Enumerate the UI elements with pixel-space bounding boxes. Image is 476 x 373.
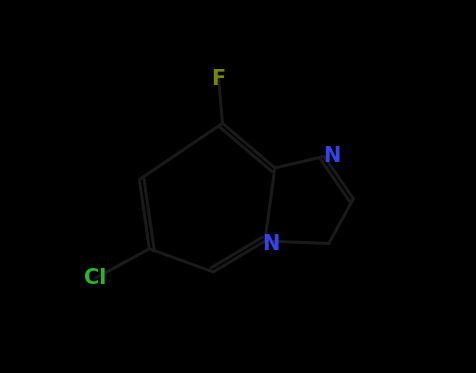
Text: Cl: Cl [84,268,107,288]
Text: N: N [262,234,279,254]
Text: N: N [323,147,340,166]
Text: F: F [211,69,225,90]
